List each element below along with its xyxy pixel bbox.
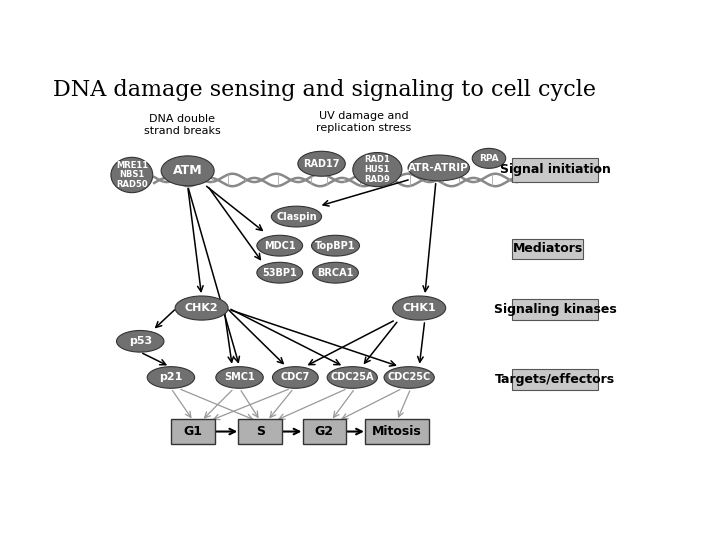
Text: 53BP1: 53BP1 bbox=[262, 268, 297, 278]
Ellipse shape bbox=[472, 148, 505, 168]
Ellipse shape bbox=[147, 367, 194, 388]
Text: G2: G2 bbox=[315, 425, 334, 438]
Text: CDC7: CDC7 bbox=[281, 373, 310, 382]
Ellipse shape bbox=[312, 235, 359, 256]
FancyBboxPatch shape bbox=[513, 239, 582, 259]
Ellipse shape bbox=[298, 151, 346, 176]
Text: ATR-ATRIP: ATR-ATRIP bbox=[408, 163, 469, 173]
Ellipse shape bbox=[216, 367, 264, 388]
Ellipse shape bbox=[111, 157, 153, 193]
Text: CDC25C: CDC25C bbox=[387, 373, 431, 382]
Text: Targets/effectors: Targets/effectors bbox=[495, 373, 616, 386]
Ellipse shape bbox=[257, 262, 302, 283]
FancyBboxPatch shape bbox=[171, 420, 215, 443]
Text: p53: p53 bbox=[129, 336, 152, 346]
Ellipse shape bbox=[392, 296, 446, 320]
Text: RPA: RPA bbox=[479, 154, 499, 163]
Text: UV damage and
replication stress: UV damage and replication stress bbox=[316, 111, 411, 133]
Text: RAD17: RAD17 bbox=[303, 159, 340, 169]
FancyBboxPatch shape bbox=[513, 299, 598, 320]
Text: ATM: ATM bbox=[173, 164, 202, 177]
Text: S: S bbox=[256, 425, 265, 438]
FancyBboxPatch shape bbox=[513, 158, 598, 181]
Text: BRCA1: BRCA1 bbox=[318, 268, 354, 278]
Text: G1: G1 bbox=[184, 425, 203, 438]
Text: MDC1: MDC1 bbox=[264, 241, 295, 251]
Ellipse shape bbox=[271, 206, 322, 227]
Ellipse shape bbox=[272, 367, 318, 388]
Text: CDC25A: CDC25A bbox=[330, 373, 374, 382]
Text: CHK2: CHK2 bbox=[185, 303, 218, 313]
Text: DNA double
strand breaks: DNA double strand breaks bbox=[144, 114, 220, 136]
FancyBboxPatch shape bbox=[513, 369, 598, 389]
Text: RAD1
HUS1
RAD9: RAD1 HUS1 RAD9 bbox=[364, 156, 390, 184]
Ellipse shape bbox=[384, 367, 434, 388]
Text: p21: p21 bbox=[159, 373, 183, 382]
Ellipse shape bbox=[161, 156, 214, 186]
Text: SMC1: SMC1 bbox=[224, 373, 255, 382]
Text: Signal initiation: Signal initiation bbox=[500, 164, 611, 177]
Ellipse shape bbox=[353, 152, 402, 187]
Text: CHK1: CHK1 bbox=[402, 303, 436, 313]
Text: Mediators: Mediators bbox=[513, 242, 582, 255]
Text: MRE11
NBS1
RAD50: MRE11 NBS1 RAD50 bbox=[116, 161, 148, 189]
FancyBboxPatch shape bbox=[302, 420, 346, 443]
Ellipse shape bbox=[257, 235, 302, 256]
Text: Signaling kinases: Signaling kinases bbox=[494, 303, 617, 316]
Text: Claspin: Claspin bbox=[276, 212, 317, 221]
Ellipse shape bbox=[175, 296, 228, 320]
FancyBboxPatch shape bbox=[238, 420, 282, 443]
FancyBboxPatch shape bbox=[365, 420, 428, 443]
Ellipse shape bbox=[327, 367, 377, 388]
Text: TopBP1: TopBP1 bbox=[315, 241, 356, 251]
Text: DNA damage sensing and signaling to cell cycle: DNA damage sensing and signaling to cell… bbox=[53, 79, 596, 102]
Ellipse shape bbox=[312, 262, 359, 283]
Text: Mitosis: Mitosis bbox=[372, 425, 422, 438]
Ellipse shape bbox=[117, 330, 164, 352]
Ellipse shape bbox=[408, 155, 469, 181]
